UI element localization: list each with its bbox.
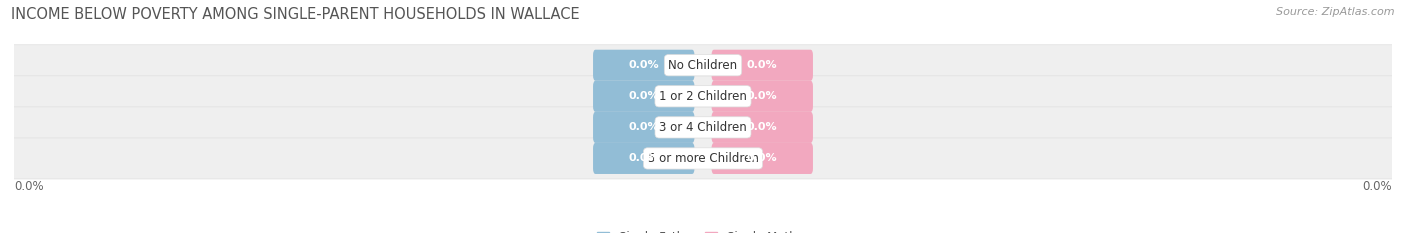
FancyBboxPatch shape	[711, 81, 813, 112]
Text: 0.0%: 0.0%	[14, 180, 44, 192]
FancyBboxPatch shape	[593, 50, 695, 81]
Text: 0.0%: 0.0%	[628, 60, 659, 70]
Text: 0.0%: 0.0%	[628, 154, 659, 163]
Text: 0.0%: 0.0%	[1362, 180, 1392, 192]
Text: 0.0%: 0.0%	[747, 91, 778, 101]
FancyBboxPatch shape	[593, 81, 695, 112]
Text: 5 or more Children: 5 or more Children	[648, 152, 758, 165]
Text: 0.0%: 0.0%	[628, 122, 659, 132]
Text: 3 or 4 Children: 3 or 4 Children	[659, 121, 747, 134]
FancyBboxPatch shape	[10, 45, 1396, 86]
Text: No Children: No Children	[668, 59, 738, 72]
Text: 1 or 2 Children: 1 or 2 Children	[659, 90, 747, 103]
Text: 0.0%: 0.0%	[747, 60, 778, 70]
Text: INCOME BELOW POVERTY AMONG SINGLE-PARENT HOUSEHOLDS IN WALLACE: INCOME BELOW POVERTY AMONG SINGLE-PARENT…	[11, 7, 579, 22]
Text: 0.0%: 0.0%	[747, 122, 778, 132]
FancyBboxPatch shape	[711, 50, 813, 81]
FancyBboxPatch shape	[10, 76, 1396, 117]
FancyBboxPatch shape	[10, 138, 1396, 179]
FancyBboxPatch shape	[10, 107, 1396, 148]
FancyBboxPatch shape	[711, 112, 813, 143]
Text: 0.0%: 0.0%	[628, 91, 659, 101]
Text: Source: ZipAtlas.com: Source: ZipAtlas.com	[1277, 7, 1395, 17]
FancyBboxPatch shape	[711, 143, 813, 174]
FancyBboxPatch shape	[593, 143, 695, 174]
Legend: Single Father, Single Mother: Single Father, Single Mother	[593, 226, 813, 233]
FancyBboxPatch shape	[593, 112, 695, 143]
Text: 0.0%: 0.0%	[747, 154, 778, 163]
